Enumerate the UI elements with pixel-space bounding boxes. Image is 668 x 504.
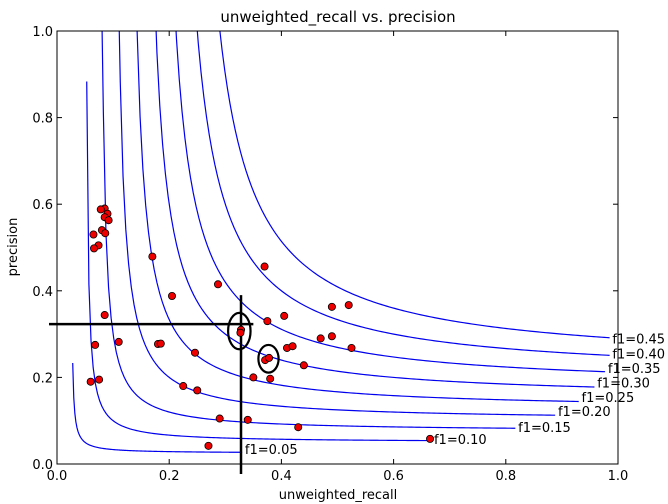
iso-f1-label: f1=0.05	[245, 443, 298, 458]
data-point	[89, 230, 98, 239]
data-point	[91, 340, 100, 349]
data-point	[104, 216, 113, 225]
y-axis-label: precision	[6, 218, 21, 277]
data-point	[100, 311, 109, 320]
data-points	[86, 204, 435, 450]
x-tick-label: 0.6	[383, 469, 404, 484]
y-tick-label: 0.4	[32, 285, 53, 300]
x-axis-label: unweighted_recall	[279, 488, 397, 503]
iso-f1-label: f1=0.30	[597, 377, 650, 392]
crosshair	[49, 295, 254, 474]
data-point	[265, 353, 274, 362]
data-point	[288, 342, 297, 351]
data-point	[236, 328, 245, 337]
y-tick-label: 0.2	[32, 371, 53, 386]
data-point	[168, 291, 177, 300]
x-tick-label: 0.4	[271, 469, 292, 484]
data-point	[179, 382, 188, 391]
data-point	[327, 332, 336, 341]
data-point	[294, 423, 303, 432]
iso-f1-label: f1=0.25	[582, 391, 635, 406]
data-point	[86, 377, 95, 386]
chart-title: unweighted_recall vs. precision	[220, 8, 455, 27]
iso-f1-label: f1=0.45	[612, 332, 665, 347]
data-point	[90, 244, 99, 253]
data-point	[191, 348, 200, 357]
data-point	[260, 262, 269, 271]
data-point	[214, 280, 223, 289]
highlight-ellipse	[257, 343, 280, 374]
data-point	[263, 317, 272, 326]
x-tick-label: 0.8	[495, 469, 516, 484]
data-point	[426, 434, 435, 443]
x-tick-label: 1.0	[608, 469, 629, 484]
data-point	[114, 337, 123, 346]
data-point	[280, 311, 289, 320]
data-point	[101, 229, 110, 238]
iso-f1-labels: f1=0.05f1=0.10f1=0.15f1=0.20f1=0.25f1=0.…	[245, 332, 665, 457]
iso-f1-label: f1=0.35	[608, 362, 661, 377]
iso-f1-curve	[101, 31, 516, 429]
plot-frame	[56, 30, 619, 465]
data-point	[204, 441, 213, 450]
iso-f1-curve	[175, 31, 606, 373]
y-tick-label: 0.6	[32, 198, 53, 213]
iso-f1-curve	[86, 81, 432, 442]
data-point	[347, 343, 356, 352]
iso-f1-curve	[136, 31, 579, 403]
highlight-ellipse	[227, 311, 252, 351]
iso-f1-curves	[72, 31, 610, 453]
iso-f1-curve	[72, 362, 243, 453]
data-point	[215, 414, 224, 423]
y-tick-label: 0.0	[32, 458, 53, 473]
data-point	[96, 205, 105, 214]
data-point	[243, 415, 252, 424]
iso-f1-curve	[219, 31, 610, 339]
data-point	[193, 386, 202, 395]
data-point	[299, 361, 308, 370]
x-tick-label: 0.0	[47, 469, 68, 484]
data-point	[148, 252, 157, 261]
data-point	[249, 373, 258, 382]
y-tick-label: 0.8	[32, 112, 53, 127]
x-tick-label: 0.2	[159, 469, 180, 484]
iso-f1-label: f1=0.10	[434, 433, 487, 448]
iso-f1-curve	[118, 31, 556, 416]
iso-f1-label: f1=0.15	[518, 421, 571, 436]
data-point	[344, 301, 353, 310]
highlight-ellipses	[227, 311, 280, 374]
data-point	[156, 339, 165, 348]
y-axis-ticks: 0.0 0.2 0.4 0.6 0.8 1.0	[32, 25, 618, 473]
y-tick-label: 1.0	[32, 25, 53, 40]
iso-f1-curve	[196, 31, 610, 356]
iso-f1-label: f1=0.20	[558, 405, 611, 420]
iso-f1-curve	[155, 31, 595, 388]
x-axis-ticks: 0.0 0.2 0.4 0.6 0.8 1.0	[47, 31, 629, 484]
data-point	[327, 302, 336, 311]
data-point	[95, 375, 104, 384]
data-point	[316, 334, 325, 343]
data-point	[266, 374, 275, 383]
iso-f1-label: f1=0.40	[612, 348, 665, 363]
